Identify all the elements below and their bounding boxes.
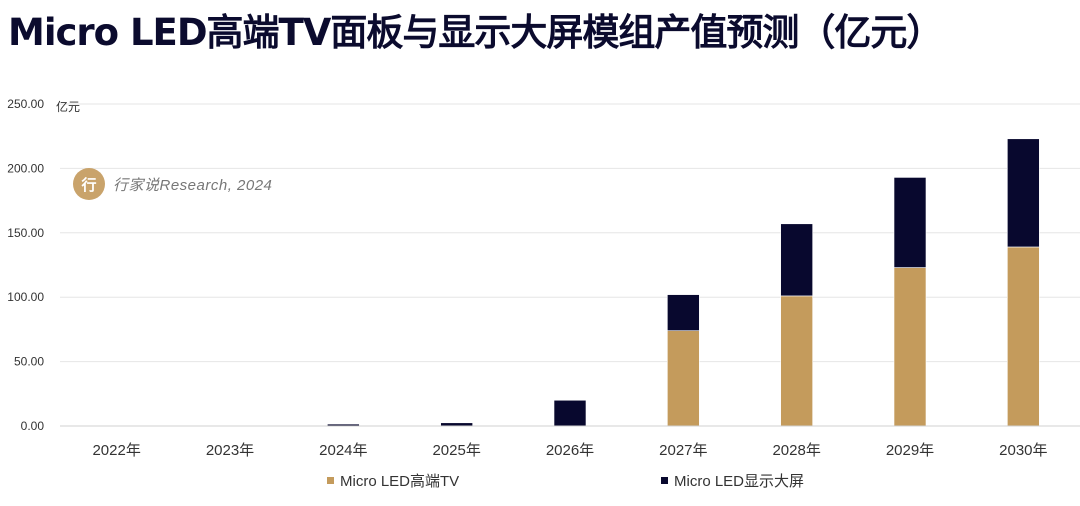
bars [327, 138, 1040, 427]
x-tick-label: 2026年 [546, 442, 594, 459]
y-tick-label: 150.00 [7, 226, 44, 240]
legend-label-tv: Micro LED高端TV [340, 473, 460, 490]
bar-screen [667, 294, 700, 331]
bar-screen [553, 399, 587, 427]
x-tick-label: 2023年 [206, 442, 254, 459]
legend: Micro LED高端TV Micro LED显示大屏 [0, 470, 1080, 492]
bar-tv [1007, 246, 1040, 427]
y-tick-label: 0.00 [21, 419, 45, 433]
x-tick-label: 2022年 [92, 442, 140, 459]
watermark: 行 行家说Research, 2024 [73, 168, 272, 200]
y-axis-unit-label: 亿元 [56, 99, 80, 114]
x-tick-label: 2025年 [432, 442, 480, 459]
gridlines [60, 103, 1080, 363]
chart-title: Micro LED高端TV面板与显示大屏模组产值预测（亿元） [8, 11, 943, 54]
x-tick-label: 2030年 [999, 442, 1047, 459]
y-axis-ticks: 0.00 50.00 100.00 150.00 200.00 250.00 [7, 97, 44, 433]
x-axis-ticks: 2022年 2023年 2024年 2025年 2026年 2027年 2028年 2029年… [92, 442, 1047, 459]
legend-item-screen[interactable]: Micro LED显示大屏 [661, 470, 804, 491]
bar-screen [893, 177, 927, 268]
bar-screen [1007, 138, 1040, 248]
x-tick-label: 2024年 [319, 442, 367, 459]
x-tick-label: 2027年 [659, 442, 707, 459]
legend-item-tv[interactable]: Micro LED高端TV [327, 470, 459, 491]
legend-swatch-screen [661, 477, 668, 484]
y-tick-label: 200.00 [7, 161, 44, 175]
watermark-text: 行家说Research, 2024 [113, 176, 273, 194]
y-tick-label: 100.00 [7, 290, 44, 304]
y-tick-label: 50.00 [14, 355, 44, 369]
bar-screen [780, 223, 813, 297]
legend-swatch-tv [327, 477, 334, 484]
y-tick-label: 250.00 [7, 97, 44, 111]
watermark-logo-icon: 行 [73, 168, 105, 200]
x-tick-label: 2029年 [886, 442, 934, 459]
x-tick-label: 2028年 [772, 442, 820, 459]
legend-label-screen: Micro LED显示大屏 [674, 473, 805, 490]
bar-tv [667, 330, 700, 427]
bar-tv [780, 295, 813, 427]
bar-tv [893, 267, 927, 427]
